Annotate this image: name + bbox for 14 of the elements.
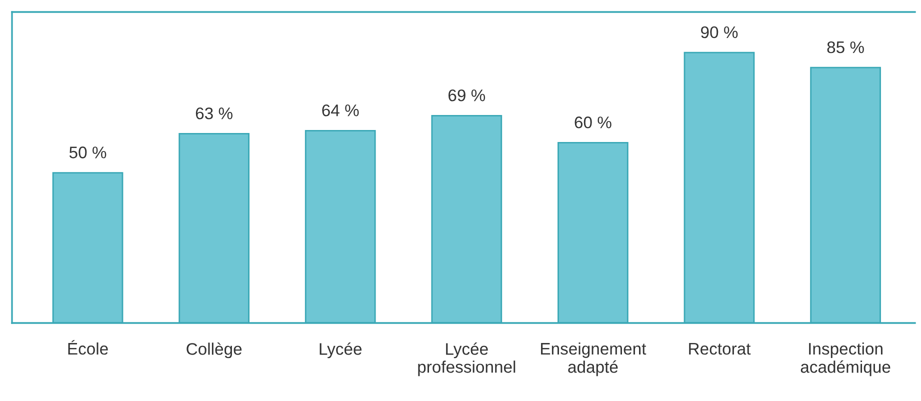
x-tick-label: Collège — [186, 342, 242, 358]
data-label: 69 % — [448, 89, 486, 102]
x-tick-label: Lycée — [320, 342, 362, 358]
x-tick-label: École — [68, 340, 108, 355]
x-tick-label: Lycée professionnel — [418, 342, 516, 376]
data-label: 50 % — [69, 146, 106, 158]
data-label: 63 % — [196, 107, 232, 120]
data-label: 64 % — [322, 104, 359, 116]
data-label: 60 % — [574, 116, 612, 128]
data-label: 85 % — [827, 41, 864, 54]
data-label: 90 % — [701, 26, 738, 38]
x-tick-label: Enseignement adapté — [541, 342, 646, 376]
x-tick-label: Rectorat — [689, 343, 751, 355]
x-tick-label: Inspection académique — [800, 342, 890, 376]
